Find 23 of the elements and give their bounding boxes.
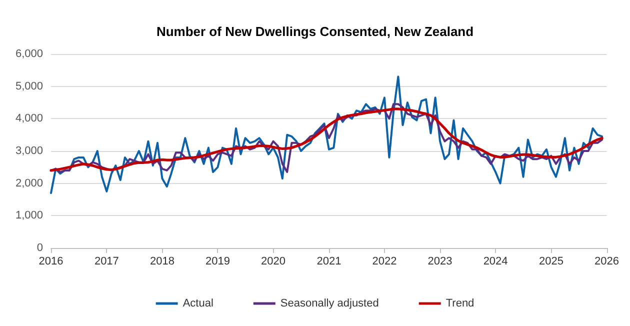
chart-title: Number of New Dwellings Consented, New Zealand bbox=[156, 24, 474, 39]
x-tick-label: 2022 bbox=[372, 256, 397, 268]
y-tick-label: 0 bbox=[36, 242, 43, 254]
x-tick-label: 2016 bbox=[38, 256, 64, 268]
y-tick-label: 4,000 bbox=[15, 112, 43, 125]
x-tick-label: 2019 bbox=[206, 256, 230, 268]
legend-label: Seasonally adjusted bbox=[280, 298, 379, 310]
y-tick-label: 6,000 bbox=[15, 48, 43, 60]
y-tick-label: 2,000 bbox=[15, 177, 43, 190]
x-tick-label: 2025 bbox=[538, 256, 564, 268]
legend-label: Actual bbox=[182, 298, 214, 310]
x-tick-label: 2026 bbox=[594, 256, 620, 268]
x-tick-label: 2017 bbox=[94, 256, 119, 268]
y-tick-label: 5,000 bbox=[15, 80, 43, 92]
x-tick-label: 2020 bbox=[261, 256, 286, 268]
y-tick-label: 3,000 bbox=[15, 145, 43, 157]
y-tick-label: 1,000 bbox=[15, 210, 43, 222]
x-tick-label: 2018 bbox=[150, 256, 174, 268]
x-tick-label: 2024 bbox=[483, 256, 508, 268]
line-series bbox=[50, 76, 604, 194]
x-tick-label: 2021 bbox=[316, 256, 342, 268]
legend-label: Trend bbox=[446, 298, 474, 310]
x-tick-label: 2023 bbox=[428, 256, 452, 268]
